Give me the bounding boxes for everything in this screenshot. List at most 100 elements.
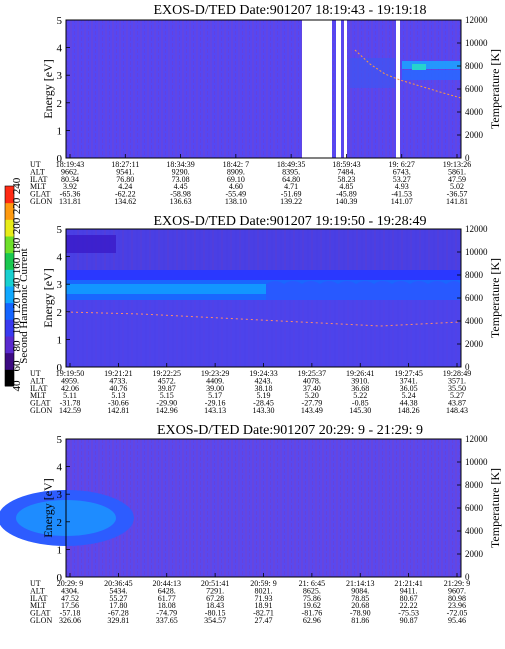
x-tick-label: 19:21:21 — [104, 369, 132, 378]
ephemeris-value: 78.85 — [351, 594, 369, 603]
x-tick-label: 18:59:43 — [332, 160, 360, 169]
ephemeris-value: 75.86 — [303, 594, 321, 603]
ephemeris-value: -67.28 — [108, 609, 129, 618]
ephemeris-value: -29.90 — [156, 399, 177, 408]
ephemeris-row-label: UT — [30, 579, 41, 588]
ephemeris-value: 4.45 — [174, 182, 188, 191]
ephemeris-row-label: ALT — [30, 167, 45, 176]
ephemeris-value: 9607. — [448, 586, 466, 595]
colorbar: 40 60 80 100 120 140 160 180 200 220 240 Second Ha… — [4, 177, 30, 392]
y2-tick-label: 6000 — [465, 84, 484, 94]
x-tick-label: 21: 6:45 — [299, 579, 325, 588]
ephemeris-value: 142.96 — [156, 406, 178, 415]
y-tick-label: 5 — [57, 15, 63, 27]
x-tick-label: 19:27:45 — [394, 369, 422, 378]
ephemeris-row-label: ALT — [30, 376, 45, 385]
y-tick-label: 0 — [57, 362, 63, 374]
ephemeris-value: -51.69 — [281, 190, 302, 199]
y2-tick-label: 12000 — [465, 224, 488, 234]
colorbar-tick-label: 100 — [11, 317, 23, 334]
ephemeris-value: -74.79 — [156, 609, 177, 618]
ephemeris-value: -29.16 — [205, 399, 226, 408]
ephemeris-value: 5.24 — [402, 391, 416, 400]
ephemeris-value: 5.02 — [450, 182, 464, 191]
ephemeris-value: 337.65 — [156, 616, 178, 625]
ephemeris-row-label: MLT — [30, 182, 46, 191]
ephemeris-value: 5861. — [448, 167, 466, 176]
ephemeris-value: 44.38 — [400, 399, 418, 408]
x-tick-label: 19:28:49 — [443, 369, 471, 378]
ephemeris-value: 141.07 — [391, 197, 413, 206]
y2-axis-label: Temperature [K] — [488, 258, 502, 338]
ephemeris-value: 76.80 — [116, 175, 134, 184]
ephemeris-value: -57.18 — [60, 609, 81, 618]
ephemeris-value: -0.85 — [352, 399, 369, 408]
y-tick-label: 4 — [57, 462, 63, 474]
ephemeris-value: 40.76 — [109, 384, 127, 393]
colorbar-cell — [5, 319, 14, 337]
ephemeris-value: 5434. — [109, 586, 127, 595]
y2-tick-label: 10000 — [465, 38, 488, 48]
ephemeris-row-label: GLAT — [30, 399, 51, 408]
x-tick-label: 18:34:39 — [166, 160, 194, 169]
ephemeris-value: 3910. — [351, 376, 369, 385]
y2-tick-label: 0 — [465, 572, 470, 582]
data-gap — [302, 20, 332, 158]
ephemeris-value: 5.22 — [353, 391, 367, 400]
ephemeris-value: 3741. — [400, 376, 418, 385]
ephemeris-value: 7291. — [206, 586, 224, 595]
colorbar-tick-label: 240 — [11, 177, 23, 194]
y-axis-label: Energy [eV] — [41, 59, 55, 118]
temperature-trace — [65, 311, 462, 327]
y-axis-ticks: 0 1 2 3 4 5 — [57, 434, 70, 584]
ephemeris-value: -30.66 — [108, 399, 129, 408]
y-tick-label: 5 — [57, 434, 63, 446]
y-tick-label: 5 — [57, 224, 63, 236]
y2-axis-ticks: 0 2000 4000 6000 8000 10000 12000 — [457, 434, 488, 582]
ephemeris-value: 148.26 — [398, 406, 420, 415]
ephemeris-value: 5.17 — [208, 391, 222, 400]
ephemeris-value: 5.20 — [305, 391, 319, 400]
ephemeris-value: 4959. — [61, 376, 79, 385]
ephemeris-value: 17.80 — [109, 601, 127, 610]
y2-tick-label: 2000 — [465, 130, 484, 140]
y2-tick-label: 10000 — [465, 457, 488, 467]
y2-tick-label: 10000 — [465, 247, 488, 257]
panel-2: EXOS-D/TED Date:901207 19:19:50 - 19:28:… — [30, 214, 502, 415]
ephemeris-value: 18.08 — [158, 601, 176, 610]
x-tick-label: 21:29: 9 — [444, 579, 470, 588]
ephemeris-value: 5.11 — [63, 391, 77, 400]
ephemeris-value: 9084. — [351, 586, 369, 595]
y2-axis-label: Temperature [K] — [488, 49, 502, 129]
y-tick-label: 1 — [57, 334, 63, 346]
y2-tick-label: 4000 — [465, 526, 484, 536]
x-tick-label: 19:24:33 — [249, 369, 277, 378]
x-tick-label: 20:51:41 — [201, 579, 229, 588]
ion-band — [350, 58, 395, 88]
ephemeris-value: 80.34 — [61, 175, 79, 184]
ephemeris-value: 8395. — [282, 167, 300, 176]
ion-band — [66, 270, 461, 280]
colorbar-tick-label: 140 — [11, 277, 23, 294]
ephemeris-value: -62.22 — [115, 190, 136, 199]
ephemeris-value: 5.15 — [160, 391, 174, 400]
x-tick-label: 21:14:13 — [346, 579, 374, 588]
ephemeris-value: -45.89 — [336, 190, 357, 199]
ephemeris-row-label: UT — [30, 160, 41, 169]
ephemeris-value: 42.06 — [61, 384, 79, 393]
y2-tick-label: 0 — [465, 153, 470, 163]
colorbar-cell — [5, 302, 14, 320]
y-tick-label: 1 — [57, 125, 63, 137]
ion-band — [412, 64, 426, 70]
ephemeris-value: -75.53 — [398, 609, 419, 618]
x-tick-label: 19:25:37 — [298, 369, 326, 378]
colorbar-tick-label: 220 — [11, 197, 23, 214]
ephemeris-value: -55.49 — [226, 190, 247, 199]
colorbar-ticks: 40 60 80 100 120 140 160 180 200 220 240 — [11, 177, 23, 391]
dark-patch — [66, 235, 116, 253]
ephemeris-value: 19.62 — [303, 601, 321, 610]
colorbar-tick-label: 160 — [11, 257, 23, 274]
x-tick-label: 18:49:35 — [277, 160, 305, 169]
ephemeris-row-label: ILAT — [30, 594, 47, 603]
